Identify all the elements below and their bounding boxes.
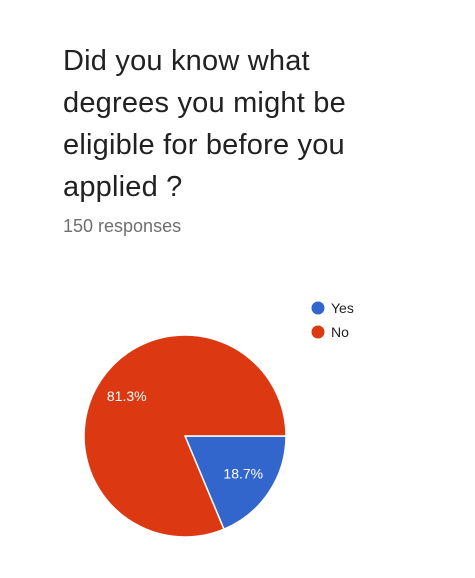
pie-slice-yes (183, 435, 287, 531)
legend-label-no: No (331, 324, 349, 340)
legend-marker-no (311, 325, 325, 339)
legend-label-yes: Yes (331, 300, 354, 316)
pie-slice-no (83, 334, 287, 538)
legend-marker-yes (311, 301, 325, 315)
legend: Yes No (311, 300, 354, 340)
pie-value-label-no: 81.3% (107, 388, 147, 404)
pie-slices (83, 334, 287, 538)
chart-title: Did you know what degrees you might be e… (63, 45, 346, 203)
pie-value-label-yes: 18.7% (223, 466, 263, 482)
pie-labels: 18.7% 81.3% (107, 388, 263, 482)
response-count: 150 responses (63, 216, 182, 236)
